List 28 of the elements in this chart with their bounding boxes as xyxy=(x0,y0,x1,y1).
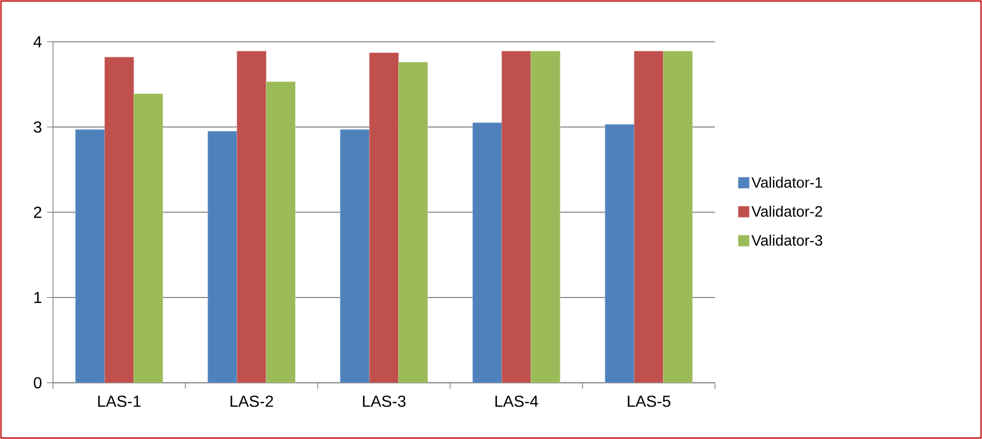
bar xyxy=(340,129,370,383)
x-tick-label: LAS-3 xyxy=(363,396,406,407)
x-tick-label: LAS-2 xyxy=(230,396,273,407)
bar xyxy=(75,129,105,383)
bar xyxy=(104,56,134,383)
y-tick-label: 0 xyxy=(34,377,42,388)
bar xyxy=(604,124,634,383)
y-tick-label: 4 xyxy=(34,36,42,48)
legend-label: Validator-3 xyxy=(751,234,822,246)
bar xyxy=(663,50,693,383)
legend-label: Validator-2 xyxy=(751,206,822,217)
bar xyxy=(530,50,560,383)
legend-label: Validator-1 xyxy=(751,176,822,188)
bar xyxy=(398,62,428,383)
bar xyxy=(369,52,399,383)
x-tick-label: LAS-4 xyxy=(495,396,538,407)
y-tick-label: 3 xyxy=(34,121,42,133)
bar xyxy=(236,50,266,383)
bar xyxy=(266,82,296,383)
x-tick-label: LAS-5 xyxy=(628,396,670,407)
x-tick-label: LAS-1 xyxy=(98,396,141,407)
bar xyxy=(472,122,502,383)
bar xyxy=(208,131,238,383)
bar xyxy=(502,50,532,383)
y-tick-label: 1 xyxy=(34,292,42,303)
bar xyxy=(134,94,164,383)
bar xyxy=(634,50,664,383)
y-tick-label: 2 xyxy=(34,206,42,218)
